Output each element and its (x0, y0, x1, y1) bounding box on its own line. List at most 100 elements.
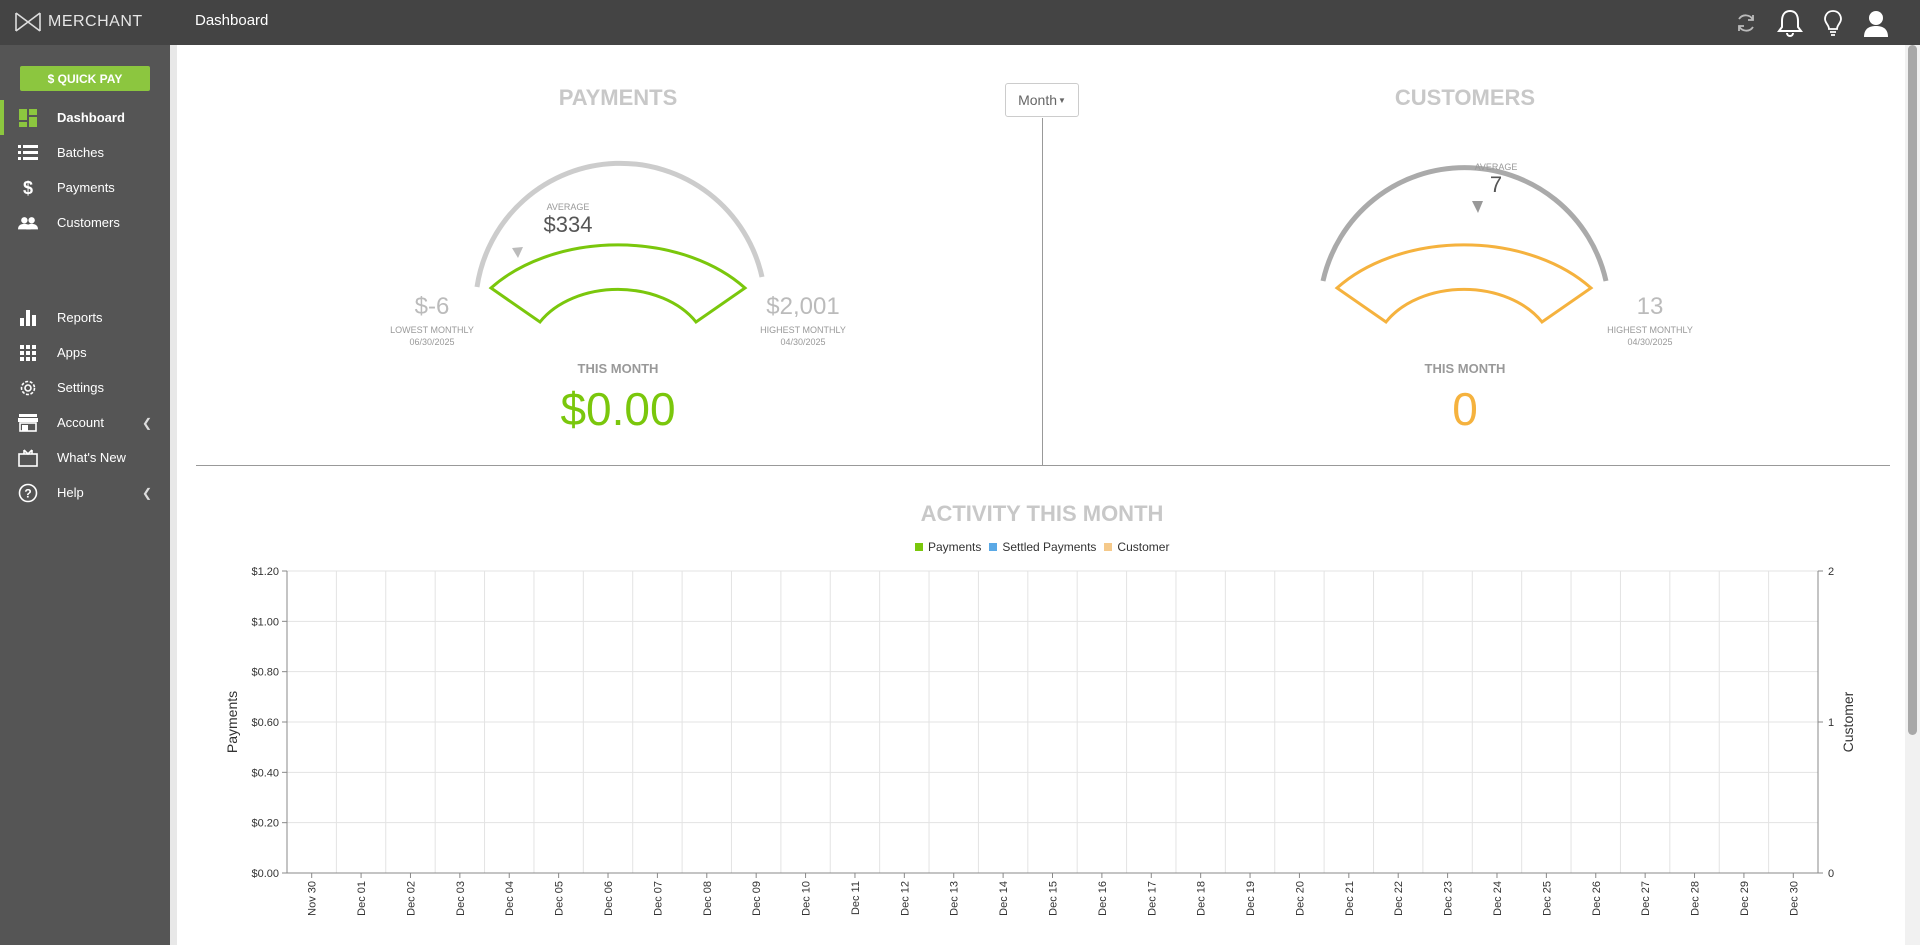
y2-tick-label: 1 (1828, 717, 1834, 729)
x-tick-label: Dec 10 (801, 881, 813, 916)
sidebar-item-reports[interactable]: Reports (0, 300, 170, 335)
sidebar-item-label: Account (57, 415, 104, 430)
sidebar-item-customers[interactable]: Customers (0, 205, 170, 240)
y2-axis-title: Customer (1840, 691, 1856, 752)
customers-average-label: AVERAGE (1474, 162, 1518, 172)
apps-grid-icon (18, 344, 38, 362)
customers-highest-label: HIGHEST MONTHLY (1607, 325, 1693, 335)
sidebar-item-dashboard[interactable]: Dashboard (0, 100, 170, 135)
sidebar-item-apps[interactable]: Apps (0, 335, 170, 370)
x-tick-label: Dec 25 (1541, 881, 1553, 916)
sidebar-item-whats-new[interactable]: What's New (0, 440, 170, 475)
sidebar-gutter (170, 45, 177, 945)
svg-text:?: ? (24, 487, 31, 501)
sidebar-item-label: Customers (57, 215, 120, 230)
store-icon (18, 414, 38, 432)
legend-item-payments[interactable]: Payments (915, 540, 981, 554)
page-scrollbar[interactable] (1905, 45, 1920, 945)
lightbulb-icon[interactable] (1816, 6, 1850, 40)
sidebar-item-settings[interactable]: Settings (0, 370, 170, 405)
x-tick-label: Dec 27 (1640, 881, 1652, 916)
legend-swatch (989, 543, 998, 551)
x-tick-label: Dec 22 (1393, 881, 1405, 916)
dollar-icon: $ (22, 177, 33, 198)
sidebar-item-payments[interactable]: $ Payments (0, 170, 170, 205)
payments-highest-label: HIGHEST MONTHLY (760, 325, 846, 335)
x-tick-label: Dec 12 (899, 881, 911, 916)
x-tick-label: Dec 26 (1591, 881, 1603, 916)
chevron-left-icon: ❮ (141, 416, 152, 430)
x-tick-label: Dec 19 (1245, 881, 1257, 916)
chart-legend: Payments Settled Payments Customer (915, 539, 1169, 555)
x-tick-label: Dec 14 (998, 881, 1010, 916)
y2-tick-label: 2 (1828, 566, 1834, 578)
y2-tick-label: 0 (1828, 868, 1834, 880)
sidebar-item-label: Help (57, 485, 84, 500)
x-tick-label: Dec 04 (504, 881, 516, 916)
main-content: PAYMENTS AVERAGE $334 $-6 LOWEST MONTHLY… (177, 45, 1905, 945)
x-tick-label: Dec 16 (1097, 881, 1109, 916)
sidebar-item-label: What's New (57, 450, 126, 465)
sidebar-item-label: Batches (57, 145, 104, 160)
gear-icon (18, 379, 38, 397)
activity-chart: $0.00 $0.20 $0.40 $0.60 $0.80 $1.00 $1.20 0 1 2 No… (224, 566, 1856, 916)
sidebar-item-help[interactable]: ? Help ❮ (0, 475, 170, 510)
quick-pay-button[interactable]: $ QUICK PAY (20, 66, 150, 91)
y-tick-label: $0.60 (251, 717, 279, 729)
payments-gauge-fill (488, 243, 748, 325)
logo-icon (15, 12, 41, 32)
customers-average-marker (1472, 201, 1483, 213)
sidebar-item-label: Payments (57, 180, 115, 195)
scrollbar-thumb[interactable] (1908, 45, 1917, 735)
x-tick-label: Dec 11 (850, 881, 862, 915)
payments-lowest-value: $-6 (414, 293, 450, 320)
payments-highest-date: 04/30/2025 (780, 337, 826, 347)
payments-title: PAYMENTS (558, 85, 678, 110)
customers-this-month-value: 0 (1452, 383, 1478, 435)
help-icon: ? (18, 483, 38, 503)
payments-this-month-value: $0.00 (560, 383, 676, 435)
gift-icon (18, 449, 38, 467)
x-tick-label: Dec 02 (405, 881, 417, 916)
bar-chart-icon (18, 309, 38, 327)
payments-highest-value: $2,001 (766, 293, 840, 320)
x-tick-label: Dec 05 (554, 881, 566, 916)
sidebar-item-account[interactable]: Account ❮ (0, 405, 170, 440)
x-tick-label: Dec 15 (1048, 881, 1060, 916)
x-tick-label: Dec 30 (1788, 881, 1800, 916)
x-tick-label: Dec 06 (603, 881, 615, 916)
panel-divider-horizontal (196, 465, 1890, 466)
merchant-logo[interactable]: MERCHANT (14, 9, 143, 35)
user-icon[interactable] (1859, 6, 1893, 40)
sidebar-item-label: Dashboard (57, 110, 125, 125)
sidebar-item-batches[interactable]: Batches (0, 135, 170, 170)
customers-highest-value: 13 (1636, 293, 1664, 320)
panel-divider-vertical (1042, 118, 1043, 466)
legend-label: Settled Payments (1002, 540, 1097, 554)
y-tick-label: $1.00 (251, 616, 279, 628)
legend-swatch (915, 543, 923, 551)
legend-item-customer[interactable]: Customer (1104, 540, 1169, 554)
refresh-icon[interactable] (1729, 6, 1763, 40)
payments-this-month-label: THIS MONTH (577, 361, 659, 376)
period-dropdown-value: Month (1018, 92, 1057, 108)
y-axis-title: Payments (224, 691, 240, 753)
payments-average-value: $334 (543, 212, 593, 237)
payments-gauge-track (474, 160, 765, 288)
x-tick-label: Dec 18 (1196, 881, 1208, 916)
legend-label: Payments (928, 540, 982, 554)
x-tick-label: Dec 01 (356, 881, 368, 916)
users-icon (18, 214, 38, 232)
x-tick-label: Dec 17 (1146, 881, 1158, 916)
x-tick-label: Dec 09 (751, 881, 763, 916)
batches-icon (18, 144, 38, 162)
period-dropdown[interactable]: Month ▼ (1005, 83, 1079, 117)
payments-average-marker (512, 247, 523, 258)
legend-item-settled-payments[interactable]: Settled Payments (989, 540, 1096, 554)
y-tick-label: $0.20 (251, 818, 279, 830)
bell-icon[interactable] (1773, 6, 1807, 40)
customers-this-month-label: THIS MONTH (1424, 361, 1506, 376)
sidebar-item-label: Reports (57, 310, 103, 325)
caret-down-icon: ▼ (1058, 95, 1066, 105)
customers-highest-date: 04/30/2025 (1627, 337, 1673, 347)
